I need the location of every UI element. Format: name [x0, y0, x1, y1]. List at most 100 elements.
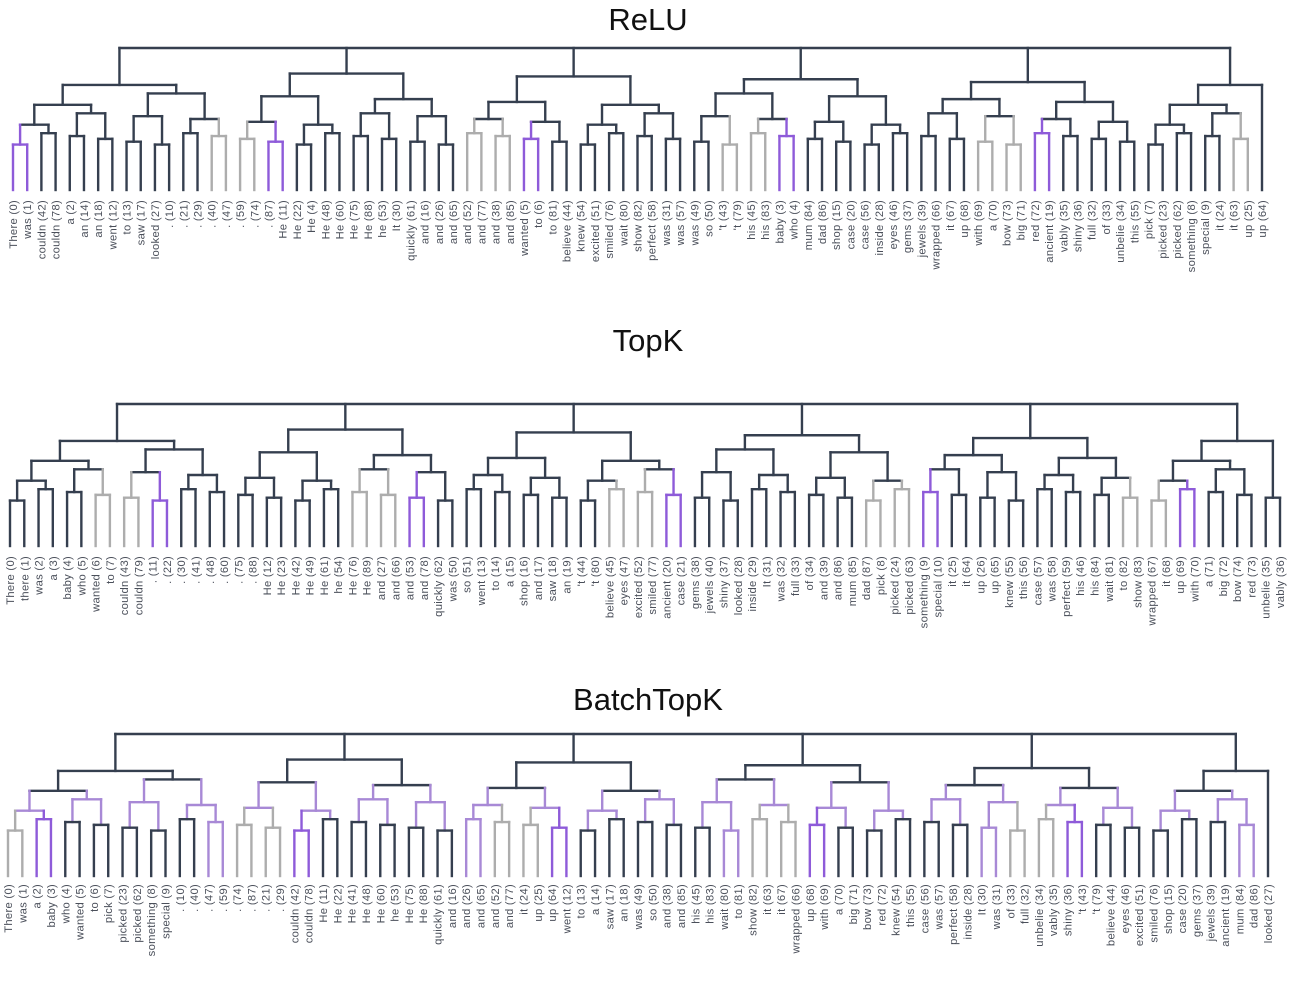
leaf-label: He (49) — [305, 556, 317, 595]
leaf-label: case (20) — [1177, 884, 1189, 933]
leaf-label: so (50) — [647, 884, 659, 921]
leaf-label: . (74) — [232, 884, 244, 912]
leaf-label: up (68) — [959, 200, 971, 238]
leaf-label: was (31) — [991, 884, 1003, 930]
leaf-label: full (32) — [1087, 200, 1099, 240]
leaf-label: case (20) — [845, 200, 857, 249]
leaf-label: wanted (6) — [91, 556, 103, 613]
leaf-label: . (47) — [203, 884, 215, 912]
leaf-label: looked (27) — [1263, 884, 1275, 943]
leaf-label: He (22) — [332, 884, 344, 923]
leaf-label: to (81) — [547, 200, 559, 234]
leaf-label: . (74) — [249, 200, 261, 228]
leaf-label: . (10) — [175, 884, 187, 912]
leaf-label: his (46) — [1075, 556, 1087, 596]
relu-title: ReLU — [608, 2, 688, 37]
leaf-label: . (60) — [219, 556, 231, 584]
leaf-label: jewels (39) — [1206, 884, 1218, 942]
leaf-label: was (50) — [447, 556, 459, 602]
leaf-label: a (71) — [1204, 556, 1216, 587]
leaf-label: picked (24) — [890, 556, 902, 615]
leaf-label: ancient (19) — [1220, 884, 1232, 947]
leaf-label: up (64) — [547, 884, 559, 922]
leaf-label: wait (81) — [1104, 556, 1116, 603]
leaf-label: quickly (62) — [433, 556, 445, 617]
leaf-label: He (42) — [290, 556, 302, 595]
leaf-label: . (11) — [148, 556, 160, 583]
leaf-label: . (87) — [246, 884, 258, 912]
leaf-label: smiled (76) — [1148, 884, 1160, 943]
leaf-label: eyes (47) — [619, 556, 631, 605]
leaf-label: his (83) — [760, 200, 772, 240]
leaf-label: of (33) — [1101, 200, 1113, 234]
leaf-label: up (25) — [1243, 200, 1255, 238]
leaf-label: saw (17) — [604, 884, 616, 929]
leaf-label: and (77) — [476, 200, 488, 244]
leaf-label: wanted (5) — [519, 200, 531, 257]
leaf-label: up (69) — [1175, 556, 1187, 594]
leaf-label: his (83) — [705, 884, 717, 924]
leaf-label: to (6) — [533, 200, 545, 228]
leaf-label: was (31) — [661, 200, 673, 246]
leaf-label: He (41) — [347, 884, 359, 923]
leaf-label: to (7) — [105, 556, 117, 584]
leaf-label: ancient (20) — [661, 556, 673, 619]
leaf-label: . (59) — [218, 884, 230, 912]
leaf-label: and (77) — [504, 884, 516, 928]
leaf-label: big (71) — [1016, 200, 1028, 240]
leaf-label: quickly (61) — [405, 200, 417, 261]
leaf-label: He (61) — [319, 556, 331, 595]
leaf-label: 't (43) — [1077, 884, 1089, 914]
leaf-label: looked (27) — [150, 200, 162, 259]
leaf-label: baby (4) — [62, 556, 74, 599]
leaf-label: of (34) — [804, 556, 816, 590]
leaf-label: shiny (36) — [1072, 200, 1084, 252]
leaf-label: shop (15) — [831, 200, 843, 250]
leaf-label: an (18) — [93, 200, 105, 238]
leaf-label: it (64) — [961, 556, 973, 587]
leaf-label: it (67) — [945, 200, 957, 231]
leaf-label: a (15) — [504, 556, 516, 587]
leaf-label: . (48) — [205, 556, 217, 584]
leaf-label: there (1) — [19, 556, 31, 601]
leaf-label: red (72) — [1030, 200, 1042, 242]
leaf-label: . (10) — [164, 200, 176, 228]
leaf-label: excited (52) — [633, 556, 645, 618]
leaf-label: bow (73) — [1002, 200, 1014, 246]
leaf-label: picked (62) — [132, 884, 144, 943]
leaf-label: was (1) — [17, 884, 29, 924]
leaf-label: and (26) — [434, 200, 446, 244]
leaf-label: he (54) — [333, 556, 345, 594]
leaf-label: vably (36) — [1275, 556, 1287, 608]
leaf-label: and (85) — [505, 200, 517, 244]
leaf-label: and (52) — [462, 200, 474, 244]
leaf-label: unbelie (35) — [1261, 556, 1273, 619]
leaf-label: it (24) — [518, 884, 530, 915]
leaf-label: something (8) — [1186, 200, 1198, 272]
leaf-label: who (5) — [76, 556, 88, 596]
leaf-label: so (51) — [462, 556, 474, 593]
leaf-label: went (13) — [476, 556, 488, 606]
leaf-label: There (0) — [5, 556, 17, 605]
leaf-label: and (26) — [461, 884, 473, 928]
leaf-label: . (40) — [207, 200, 219, 228]
leaf-label: He (75) — [349, 200, 361, 239]
leaf-label: red (73) — [1246, 556, 1258, 598]
leaf-label: and (65) — [448, 200, 460, 244]
leaf-label: He (48) — [320, 200, 332, 239]
leaf-label: who (4) — [789, 200, 801, 240]
leaf-label: wrapped (66) — [791, 884, 803, 955]
leaf-label: up (64) — [1257, 200, 1269, 238]
leaf-label: gems (37) — [1191, 884, 1203, 937]
leaf-label: to (81) — [733, 884, 745, 918]
leaf-label: believe (44) — [1106, 884, 1118, 946]
leaf-label: baby (3) — [774, 200, 786, 243]
leaf-label: couldn (42) — [289, 884, 301, 943]
leaf-label: shiny (36) — [1063, 884, 1075, 936]
leaf-label: a (70) — [987, 200, 999, 231]
leaf-label: up (68) — [805, 884, 817, 922]
leaf-label: believe (44) — [562, 200, 574, 262]
leaf-label: went (12) — [561, 884, 573, 934]
leaf-label: dad (86) — [817, 200, 829, 244]
